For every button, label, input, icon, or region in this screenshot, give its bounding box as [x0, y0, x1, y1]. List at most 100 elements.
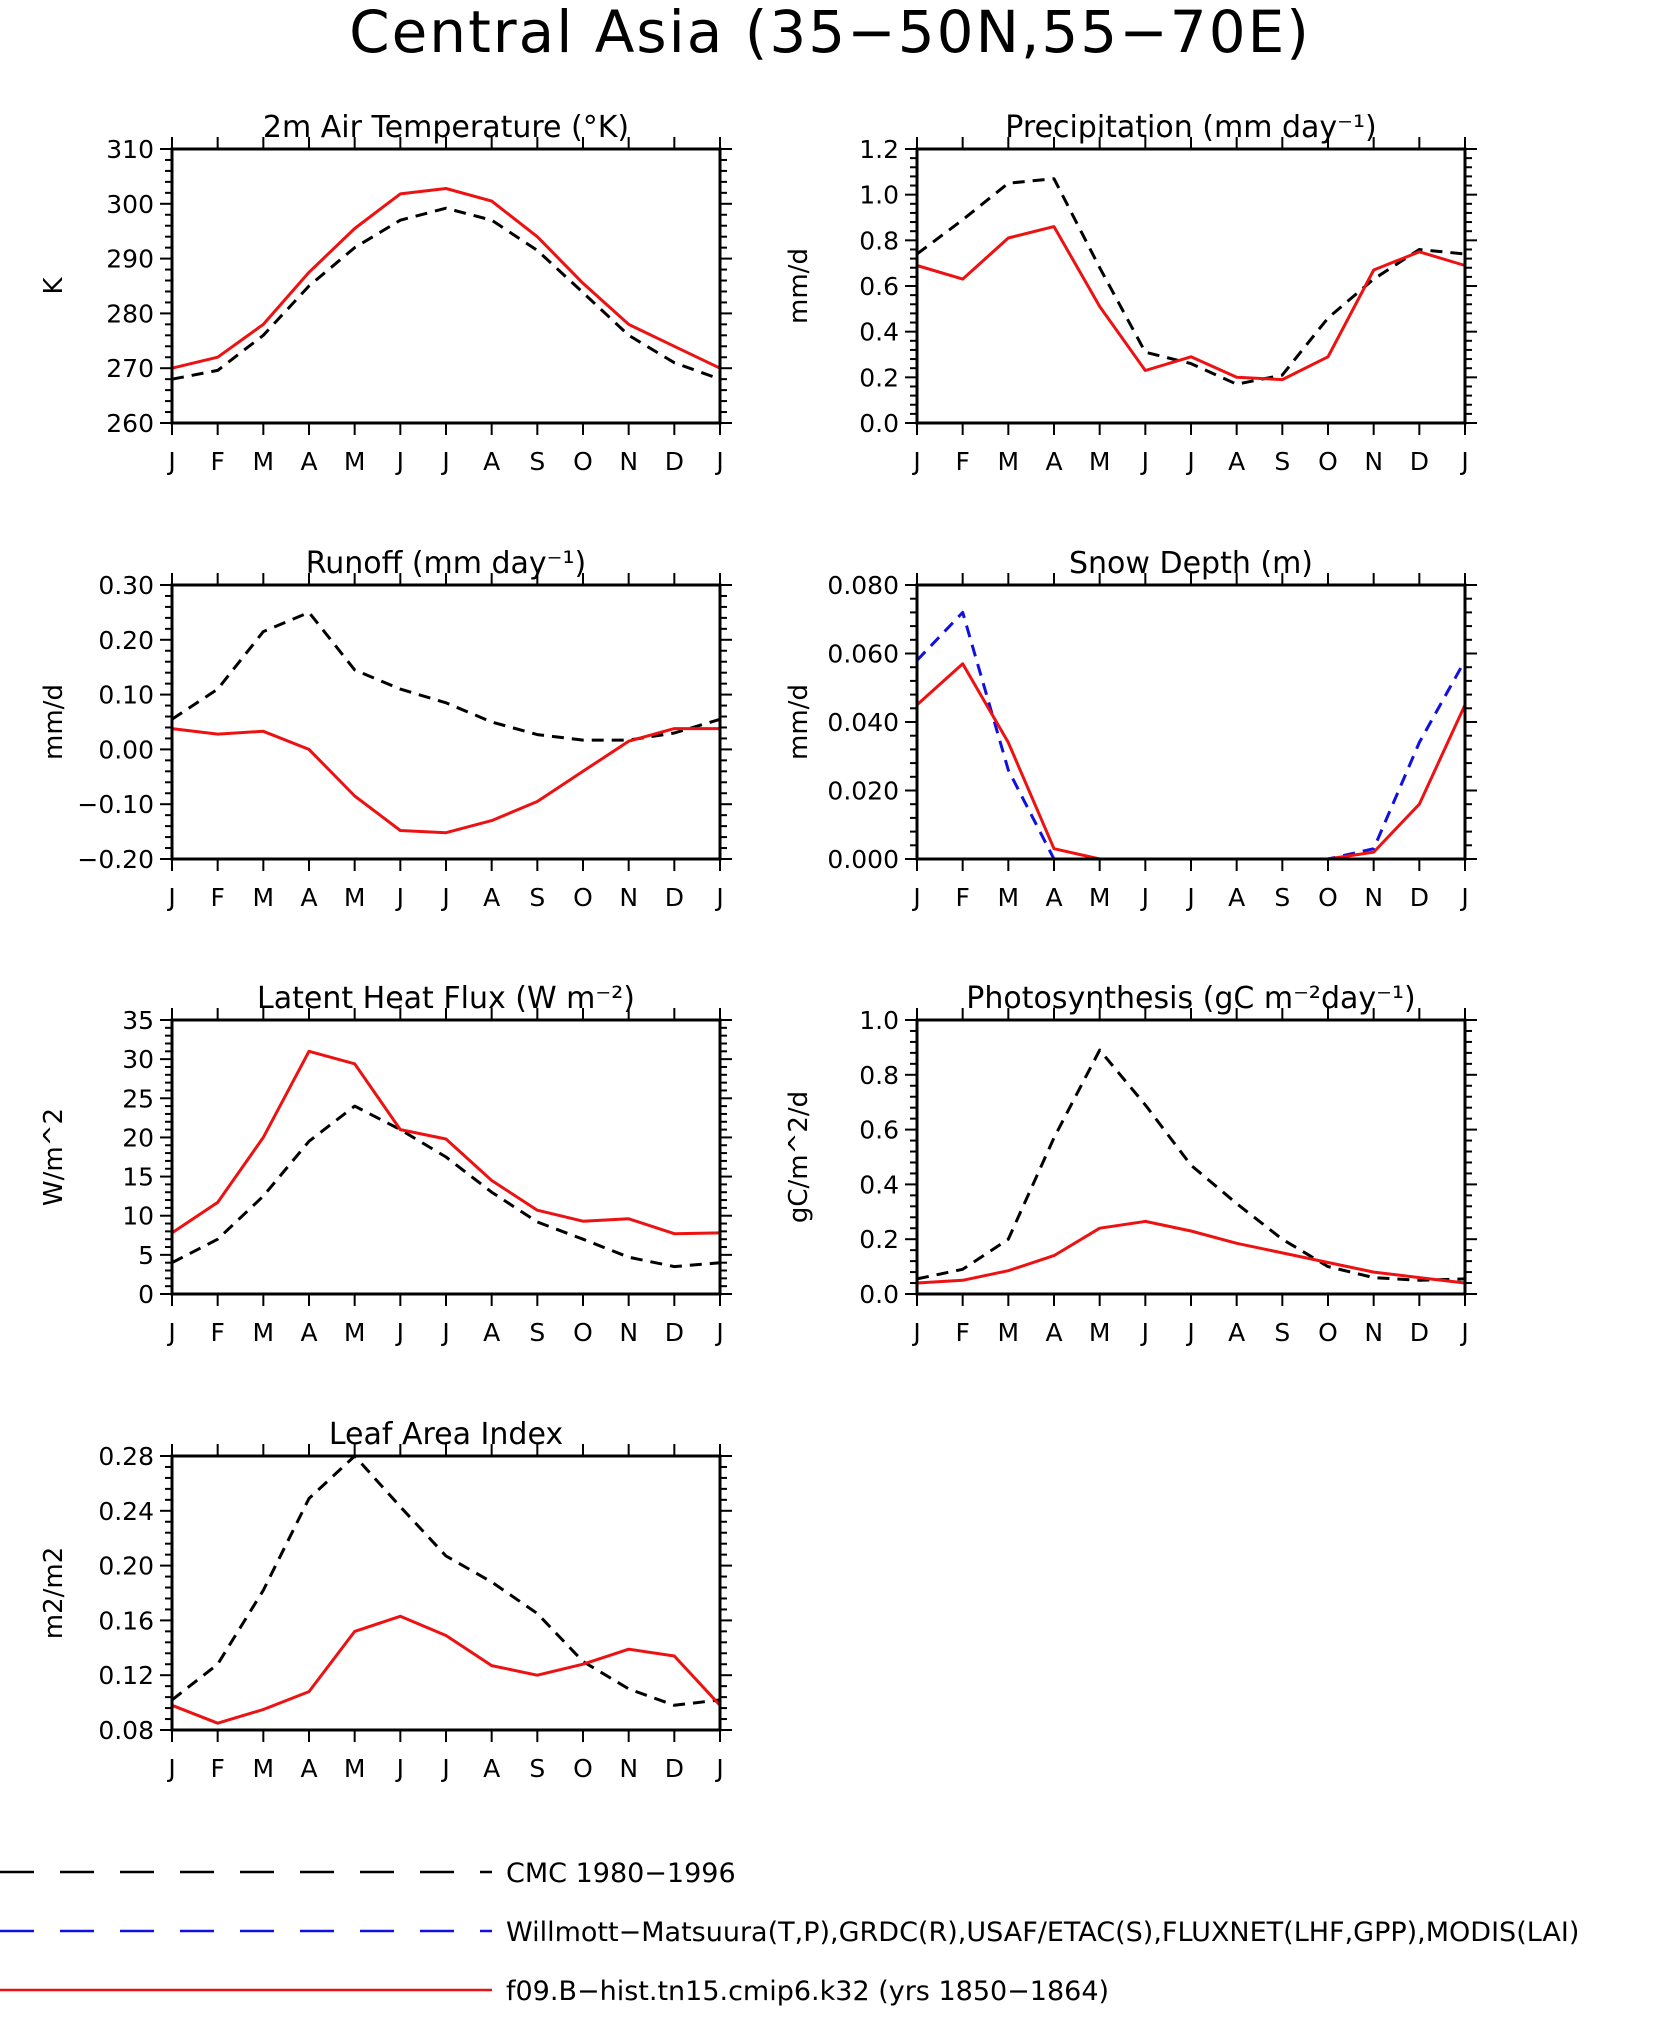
x-tick-label: O: [573, 447, 593, 476]
y-axis-label: mm/d: [784, 684, 814, 760]
x-tick-label: M: [253, 883, 275, 912]
series-line-cmc: [171, 206, 721, 381]
x-tick-label: A: [300, 883, 317, 912]
x-tick-label: J: [714, 447, 723, 476]
x-tick-label: S: [529, 1318, 545, 1347]
y-tick-label: 20: [122, 1123, 154, 1152]
legend-label-1: CMC 1980−1996: [506, 1858, 736, 1889]
legend-label-3: f09.B−hist.tn15.cmip6.k32 (yrs 1850−1864…: [506, 1976, 1109, 2007]
x-tick-label: M: [344, 1754, 366, 1783]
x-tick-label: O: [573, 1754, 593, 1783]
plot-frame: [915, 583, 1467, 861]
x-tick-label: J: [714, 883, 723, 912]
x-tick-label: S: [529, 883, 545, 912]
x-tick-label: J: [395, 883, 404, 912]
y-tick-label: 1.0: [859, 181, 899, 210]
plot-frame: [170, 1018, 722, 1296]
x-tick-label: J: [166, 1318, 175, 1347]
plot-frame: [170, 147, 722, 425]
x-tick-label: J: [1140, 883, 1149, 912]
x-tick-label: J: [166, 447, 175, 476]
series-line-model: [915, 662, 1467, 861]
y-tick-label: 0.4: [859, 1170, 899, 1199]
x-tick-label: J: [1459, 883, 1468, 912]
x-tick-label: J: [395, 1318, 404, 1347]
x-tick-label: N: [619, 1754, 638, 1783]
x-tick-label: F: [210, 447, 224, 476]
x-tick-label: M: [1089, 447, 1111, 476]
x-tick-label: J: [1185, 447, 1194, 476]
x-tick-label: M: [1089, 883, 1111, 912]
series-line-model: [171, 1049, 721, 1236]
x-tick-label: J: [1185, 883, 1194, 912]
y-tick-label: 0.08: [98, 1716, 154, 1745]
x-tick-label: F: [955, 883, 969, 912]
y-tick-label: 0.000: [827, 845, 899, 874]
plot-frame: [915, 147, 1467, 425]
y-tick-label: 0.060: [827, 640, 899, 669]
series-line-cmc: [916, 177, 1466, 386]
x-tick-label: J: [395, 1754, 404, 1783]
x-tick-label: J: [166, 883, 175, 912]
x-tick-label: J: [440, 1754, 449, 1783]
x-tick-label: J: [911, 883, 920, 912]
y-tick-label: 30: [122, 1045, 154, 1074]
x-tick-label: S: [529, 447, 545, 476]
x-tick-label: F: [210, 1754, 224, 1783]
series-line-model: [171, 187, 721, 370]
x-tick-label: J: [1140, 1318, 1149, 1347]
x-tick-label: O: [1318, 447, 1338, 476]
x-tick-label: F: [210, 1318, 224, 1347]
x-tick-label: O: [1318, 1318, 1338, 1347]
y-tick-label: 0: [138, 1280, 154, 1309]
x-tick-label: M: [344, 447, 366, 476]
series-line-model: [171, 727, 720, 835]
x-tick-label: S: [529, 1754, 545, 1783]
x-tick-label: A: [1045, 1318, 1062, 1347]
x-tick-label: J: [911, 447, 920, 476]
x-tick-label: J: [911, 1318, 920, 1347]
x-tick-label: D: [665, 883, 684, 912]
x-tick-label: S: [1274, 1318, 1290, 1347]
x-tick-label: S: [1274, 447, 1290, 476]
y-tick-label: 0.16: [98, 1606, 154, 1635]
panel-2: Precipitation (mm day⁻¹)mm/d0.00.20.40.6…: [784, 110, 1477, 476]
x-tick-label: F: [955, 1318, 969, 1347]
y-tick-label: 0.12: [98, 1661, 154, 1690]
x-tick-label: N: [619, 447, 638, 476]
y-axis-label: mm/d: [39, 684, 69, 760]
x-tick-label: A: [1228, 1318, 1245, 1347]
y-tick-label: 0.8: [859, 226, 899, 255]
y-axis-label: m2/m2: [39, 1547, 69, 1640]
panel-5: Latent Heat Flux (W m⁻²)W/m^205101520253…: [39, 981, 732, 1347]
y-tick-label: 0.30: [98, 571, 154, 600]
y-tick-label: 0.2: [859, 363, 899, 392]
x-tick-label: F: [955, 447, 969, 476]
x-tick-label: N: [1364, 883, 1383, 912]
panel-7: Leaf Area Indexm2/m20.080.120.160.200.24…: [39, 1417, 732, 1783]
y-tick-label: 290: [106, 245, 154, 274]
x-tick-label: F: [210, 883, 224, 912]
y-axis-label: gC/m^2/d: [784, 1091, 814, 1223]
y-tick-label: 0.6: [859, 272, 899, 301]
y-tick-label: 0.0: [859, 1280, 899, 1309]
series-line-cmc: [916, 1048, 1466, 1282]
x-tick-label: N: [619, 1318, 638, 1347]
panel-6: Photosynthesis (gC m⁻²day⁻¹)gC/m^2/d0.00…: [784, 981, 1477, 1347]
x-tick-label: O: [573, 1318, 593, 1347]
x-tick-label: D: [1410, 447, 1429, 476]
plot-frame: [170, 1454, 722, 1732]
y-axis-label: K: [39, 277, 69, 295]
x-tick-label: J: [714, 1754, 723, 1783]
series-line-model: [171, 1614, 722, 1725]
x-tick-label: A: [483, 1754, 500, 1783]
x-tick-label: M: [1089, 1318, 1111, 1347]
x-tick-label: D: [665, 447, 684, 476]
x-tick-label: M: [253, 447, 275, 476]
x-tick-label: D: [665, 1754, 684, 1783]
y-tick-label: 0.040: [827, 708, 899, 737]
y-tick-label: 270: [106, 354, 154, 383]
x-tick-label: J: [440, 883, 449, 912]
plot-frame: [170, 583, 722, 861]
x-tick-label: M: [998, 1318, 1020, 1347]
